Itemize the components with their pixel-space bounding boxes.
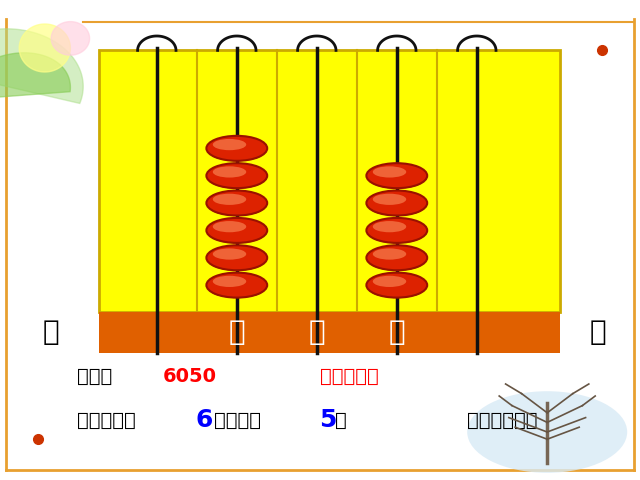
Text: ）个十组成。: ）个十组成。 <box>467 410 538 430</box>
Ellipse shape <box>208 140 266 161</box>
Ellipse shape <box>372 167 406 178</box>
Text: 六千零五十: 六千零五十 <box>320 367 379 386</box>
Text: 这个数由（: 这个数由（ <box>77 410 136 430</box>
Ellipse shape <box>212 193 246 205</box>
Ellipse shape <box>212 139 246 150</box>
Ellipse shape <box>372 276 406 287</box>
Ellipse shape <box>372 221 406 232</box>
Polygon shape <box>19 24 70 72</box>
Ellipse shape <box>212 221 246 232</box>
Ellipse shape <box>367 191 428 216</box>
Ellipse shape <box>206 191 268 216</box>
Ellipse shape <box>367 163 428 188</box>
Ellipse shape <box>368 277 426 298</box>
Ellipse shape <box>206 163 268 188</box>
Ellipse shape <box>212 249 246 260</box>
Ellipse shape <box>368 222 426 243</box>
Ellipse shape <box>467 391 627 473</box>
Ellipse shape <box>367 218 428 243</box>
Ellipse shape <box>372 193 406 205</box>
Text: 千: 千 <box>228 318 245 347</box>
Ellipse shape <box>372 249 406 260</box>
Text: （: （ <box>335 410 346 430</box>
Text: 6050: 6050 <box>163 367 217 386</box>
Text: 十: 十 <box>388 318 405 347</box>
Ellipse shape <box>208 195 266 216</box>
Ellipse shape <box>206 245 268 270</box>
Ellipse shape <box>367 273 428 298</box>
Text: 6: 6 <box>195 408 212 432</box>
Text: 百: 百 <box>308 318 325 347</box>
Ellipse shape <box>206 136 268 161</box>
Text: ）个千，: ）个千， <box>214 410 261 430</box>
Ellipse shape <box>367 245 428 270</box>
Ellipse shape <box>208 222 266 243</box>
Polygon shape <box>0 53 70 100</box>
Ellipse shape <box>212 276 246 287</box>
Ellipse shape <box>208 250 266 271</box>
Polygon shape <box>51 22 90 55</box>
Ellipse shape <box>368 168 426 189</box>
Text: 万: 万 <box>43 318 60 347</box>
Ellipse shape <box>206 218 268 243</box>
Ellipse shape <box>208 168 266 189</box>
Ellipse shape <box>212 167 246 178</box>
Ellipse shape <box>208 277 266 298</box>
Text: 写作：: 写作： <box>77 367 112 386</box>
Bar <box>99 50 560 312</box>
Ellipse shape <box>368 250 426 271</box>
Ellipse shape <box>206 273 268 298</box>
Text: 个: 个 <box>590 318 607 347</box>
Polygon shape <box>0 29 83 103</box>
Ellipse shape <box>368 195 426 216</box>
Bar <box>99 312 560 353</box>
Text: 5: 5 <box>319 408 336 432</box>
